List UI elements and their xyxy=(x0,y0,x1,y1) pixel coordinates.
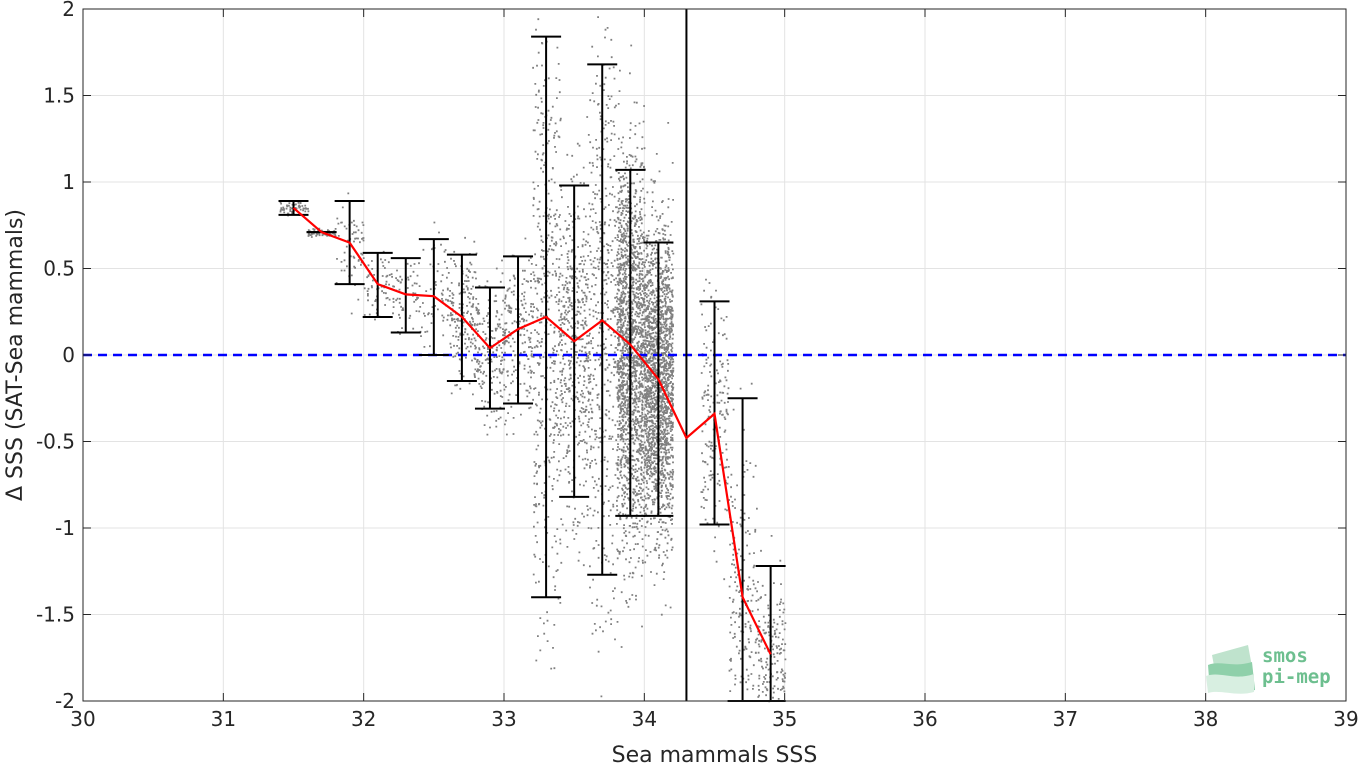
y-tick-label: 0 xyxy=(62,343,75,367)
y-axis-label: Δ SSS (SAT-Sea mammals) xyxy=(3,209,28,501)
y-tick-label: -0.5 xyxy=(36,430,75,454)
y-tick-label: -1 xyxy=(55,516,75,540)
y-tick-label: 1 xyxy=(62,170,75,194)
x-axis-ticks: 30 31 32 33 34 35 36 37 38 39 xyxy=(70,9,1359,731)
x-tick-label: 31 xyxy=(211,707,236,731)
x-tick-label: 30 xyxy=(70,707,95,731)
error-bar xyxy=(615,168,646,517)
smos-pi-mep-logo: smos pi-mep xyxy=(1206,645,1331,694)
y-tick-label: 1.5 xyxy=(43,84,75,108)
mean-line-path xyxy=(292,207,772,655)
logo-text-pimep: pi-mep xyxy=(1262,666,1331,688)
y-tick-label: 0.5 xyxy=(43,257,75,281)
x-tick-label: 35 xyxy=(772,707,797,731)
logo-waves-icon xyxy=(1206,645,1255,694)
logo-text-smos: smos xyxy=(1262,645,1308,667)
y-tick-label: 2 xyxy=(62,0,75,21)
x-tick-label: 37 xyxy=(1053,707,1078,731)
x-tick-label: 39 xyxy=(1333,707,1358,731)
x-tick-label: 33 xyxy=(491,707,516,731)
y-axis-ticks: 2 1.5 1 0.5 0 -0.5 -1 -1.5 -2 xyxy=(36,0,1346,713)
x-tick-label: 32 xyxy=(351,707,376,731)
x-tick-label: 34 xyxy=(632,707,657,731)
mean-line xyxy=(292,207,772,655)
x-tick-label: 36 xyxy=(912,707,937,731)
x-axis-label: Sea mammals SSS xyxy=(612,743,818,765)
y-tick-label: -1.5 xyxy=(36,603,75,627)
x-tick-label: 38 xyxy=(1193,707,1218,731)
y-tick-label: -2 xyxy=(55,689,75,713)
